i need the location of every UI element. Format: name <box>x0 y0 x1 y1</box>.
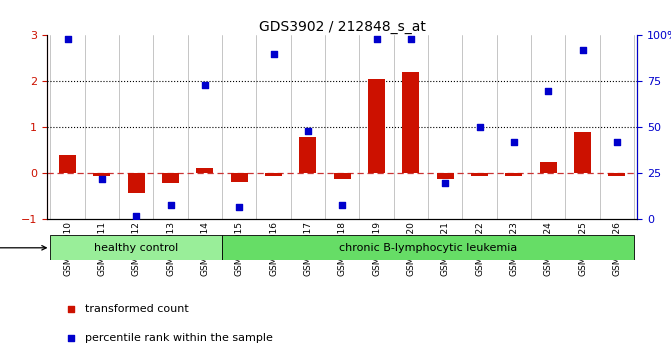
Bar <box>50 235 222 260</box>
Bar <box>574 132 591 173</box>
Bar <box>505 173 523 176</box>
Bar <box>162 173 179 183</box>
Point <box>199 82 210 88</box>
Bar <box>265 173 282 176</box>
Point <box>131 213 142 219</box>
Bar <box>609 173 625 176</box>
Bar <box>299 137 317 173</box>
Point <box>371 36 382 42</box>
Bar <box>222 235 634 260</box>
Point <box>234 204 245 210</box>
Point <box>543 88 554 93</box>
Point <box>577 47 588 53</box>
Text: disease state: disease state <box>0 243 46 253</box>
Bar <box>59 155 76 173</box>
Point <box>474 125 485 130</box>
Point <box>405 36 416 42</box>
Bar <box>333 173 351 179</box>
Bar <box>127 173 145 193</box>
Bar <box>471 173 488 176</box>
Title: GDS3902 / 212848_s_at: GDS3902 / 212848_s_at <box>259 21 425 34</box>
Bar <box>539 162 557 173</box>
Point <box>337 202 348 207</box>
Point <box>97 176 107 182</box>
Point <box>611 139 622 145</box>
Text: percentile rank within the sample: percentile rank within the sample <box>85 333 273 343</box>
Point <box>552 200 562 206</box>
Bar <box>231 173 248 182</box>
Point <box>440 180 450 185</box>
Point <box>303 128 313 134</box>
Point <box>62 36 73 42</box>
Text: chronic B-lymphocytic leukemia: chronic B-lymphocytic leukemia <box>339 243 517 253</box>
Bar <box>437 173 454 179</box>
Text: transformed count: transformed count <box>85 304 189 314</box>
Bar <box>93 173 111 176</box>
Bar <box>197 168 213 173</box>
Point <box>268 51 279 57</box>
Point <box>165 202 176 207</box>
Bar <box>368 79 385 173</box>
Bar <box>403 72 419 173</box>
Point <box>509 139 519 145</box>
Text: healthy control: healthy control <box>94 243 178 253</box>
